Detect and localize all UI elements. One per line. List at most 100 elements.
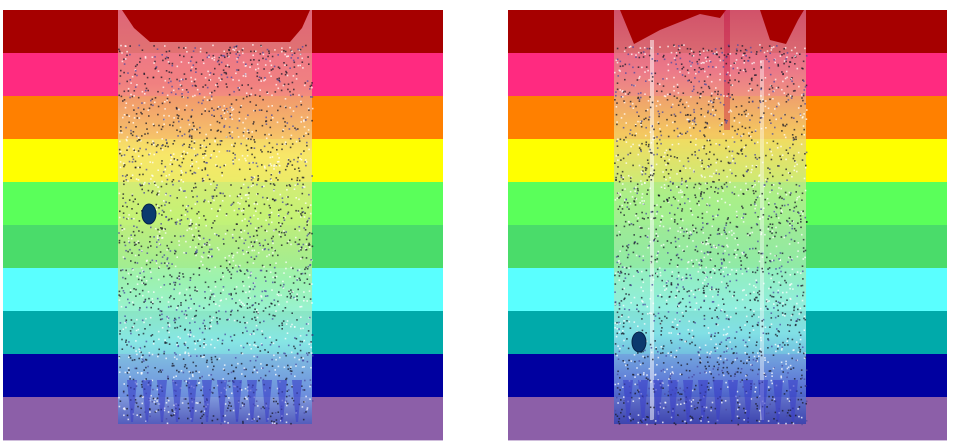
particle <box>730 316 732 318</box>
particle <box>615 94 617 97</box>
particle <box>645 167 648 170</box>
particle <box>136 140 139 142</box>
particle <box>797 107 800 109</box>
particle <box>200 355 202 357</box>
particle <box>264 180 267 182</box>
particle <box>309 204 312 206</box>
particle <box>785 193 788 196</box>
particle <box>161 237 163 239</box>
particle <box>732 295 734 298</box>
particle <box>620 211 622 214</box>
particle <box>173 319 175 322</box>
particle <box>690 401 692 403</box>
particle <box>236 213 239 216</box>
particle <box>128 341 130 343</box>
particle <box>720 93 722 96</box>
particle <box>139 351 141 353</box>
particle <box>614 162 616 164</box>
particle <box>234 153 236 156</box>
particle <box>670 204 673 207</box>
particle <box>671 275 673 277</box>
particle <box>741 298 744 301</box>
particle <box>768 168 771 170</box>
particle <box>766 300 769 303</box>
particle <box>250 333 253 335</box>
particle <box>620 300 623 302</box>
particle <box>764 261 767 264</box>
particle <box>803 357 806 359</box>
particle <box>626 202 629 204</box>
particle <box>737 44 739 46</box>
particle <box>660 346 663 348</box>
particle <box>793 154 795 157</box>
particle <box>801 374 803 377</box>
particle <box>690 232 692 234</box>
particle <box>208 79 210 81</box>
particle <box>760 116 763 119</box>
particle <box>152 388 154 391</box>
particle <box>805 420 808 422</box>
particle <box>699 52 702 55</box>
particle <box>678 134 681 136</box>
particle <box>667 411 670 413</box>
particle <box>145 280 148 282</box>
particle <box>166 315 168 318</box>
particle <box>692 171 695 173</box>
particle <box>298 238 301 241</box>
particle <box>704 57 707 59</box>
particle <box>263 185 265 187</box>
particle <box>235 286 238 288</box>
particle <box>670 189 672 191</box>
particle <box>714 422 717 425</box>
particle <box>755 360 757 362</box>
particle <box>270 174 273 176</box>
particle <box>675 63 677 65</box>
particle <box>657 356 660 359</box>
particle <box>723 104 725 106</box>
particle <box>715 143 717 145</box>
particle <box>137 150 140 152</box>
particle <box>226 410 228 412</box>
particle <box>274 272 277 274</box>
particle <box>781 54 783 56</box>
particle <box>295 197 297 199</box>
particle <box>283 283 285 286</box>
particle <box>251 131 253 133</box>
particle <box>727 53 729 55</box>
particle <box>301 256 304 259</box>
particle <box>746 232 749 235</box>
particle <box>305 334 308 336</box>
particle <box>219 79 222 82</box>
particle <box>277 87 280 90</box>
particle <box>677 92 680 94</box>
particle <box>191 190 193 192</box>
particle <box>749 135 752 138</box>
particle <box>715 215 717 218</box>
particle <box>695 259 698 261</box>
particle <box>651 274 654 277</box>
particle <box>289 138 292 140</box>
particle <box>657 250 660 253</box>
particle <box>200 260 202 263</box>
particle <box>198 274 201 276</box>
particle <box>679 226 682 229</box>
particle <box>190 307 192 310</box>
particle <box>271 221 273 224</box>
particle <box>753 180 756 182</box>
particle <box>298 170 301 172</box>
particle <box>215 195 218 197</box>
particle <box>217 337 220 340</box>
particle <box>619 233 621 236</box>
particle <box>670 61 673 64</box>
particle <box>189 279 192 281</box>
particle <box>158 231 161 233</box>
particle <box>729 162 732 164</box>
particle <box>682 165 685 167</box>
particle <box>671 366 673 368</box>
particle <box>744 48 747 51</box>
particle <box>698 261 700 264</box>
particle <box>773 259 775 262</box>
particle <box>764 375 767 377</box>
particle <box>199 345 201 347</box>
particle <box>252 304 254 306</box>
